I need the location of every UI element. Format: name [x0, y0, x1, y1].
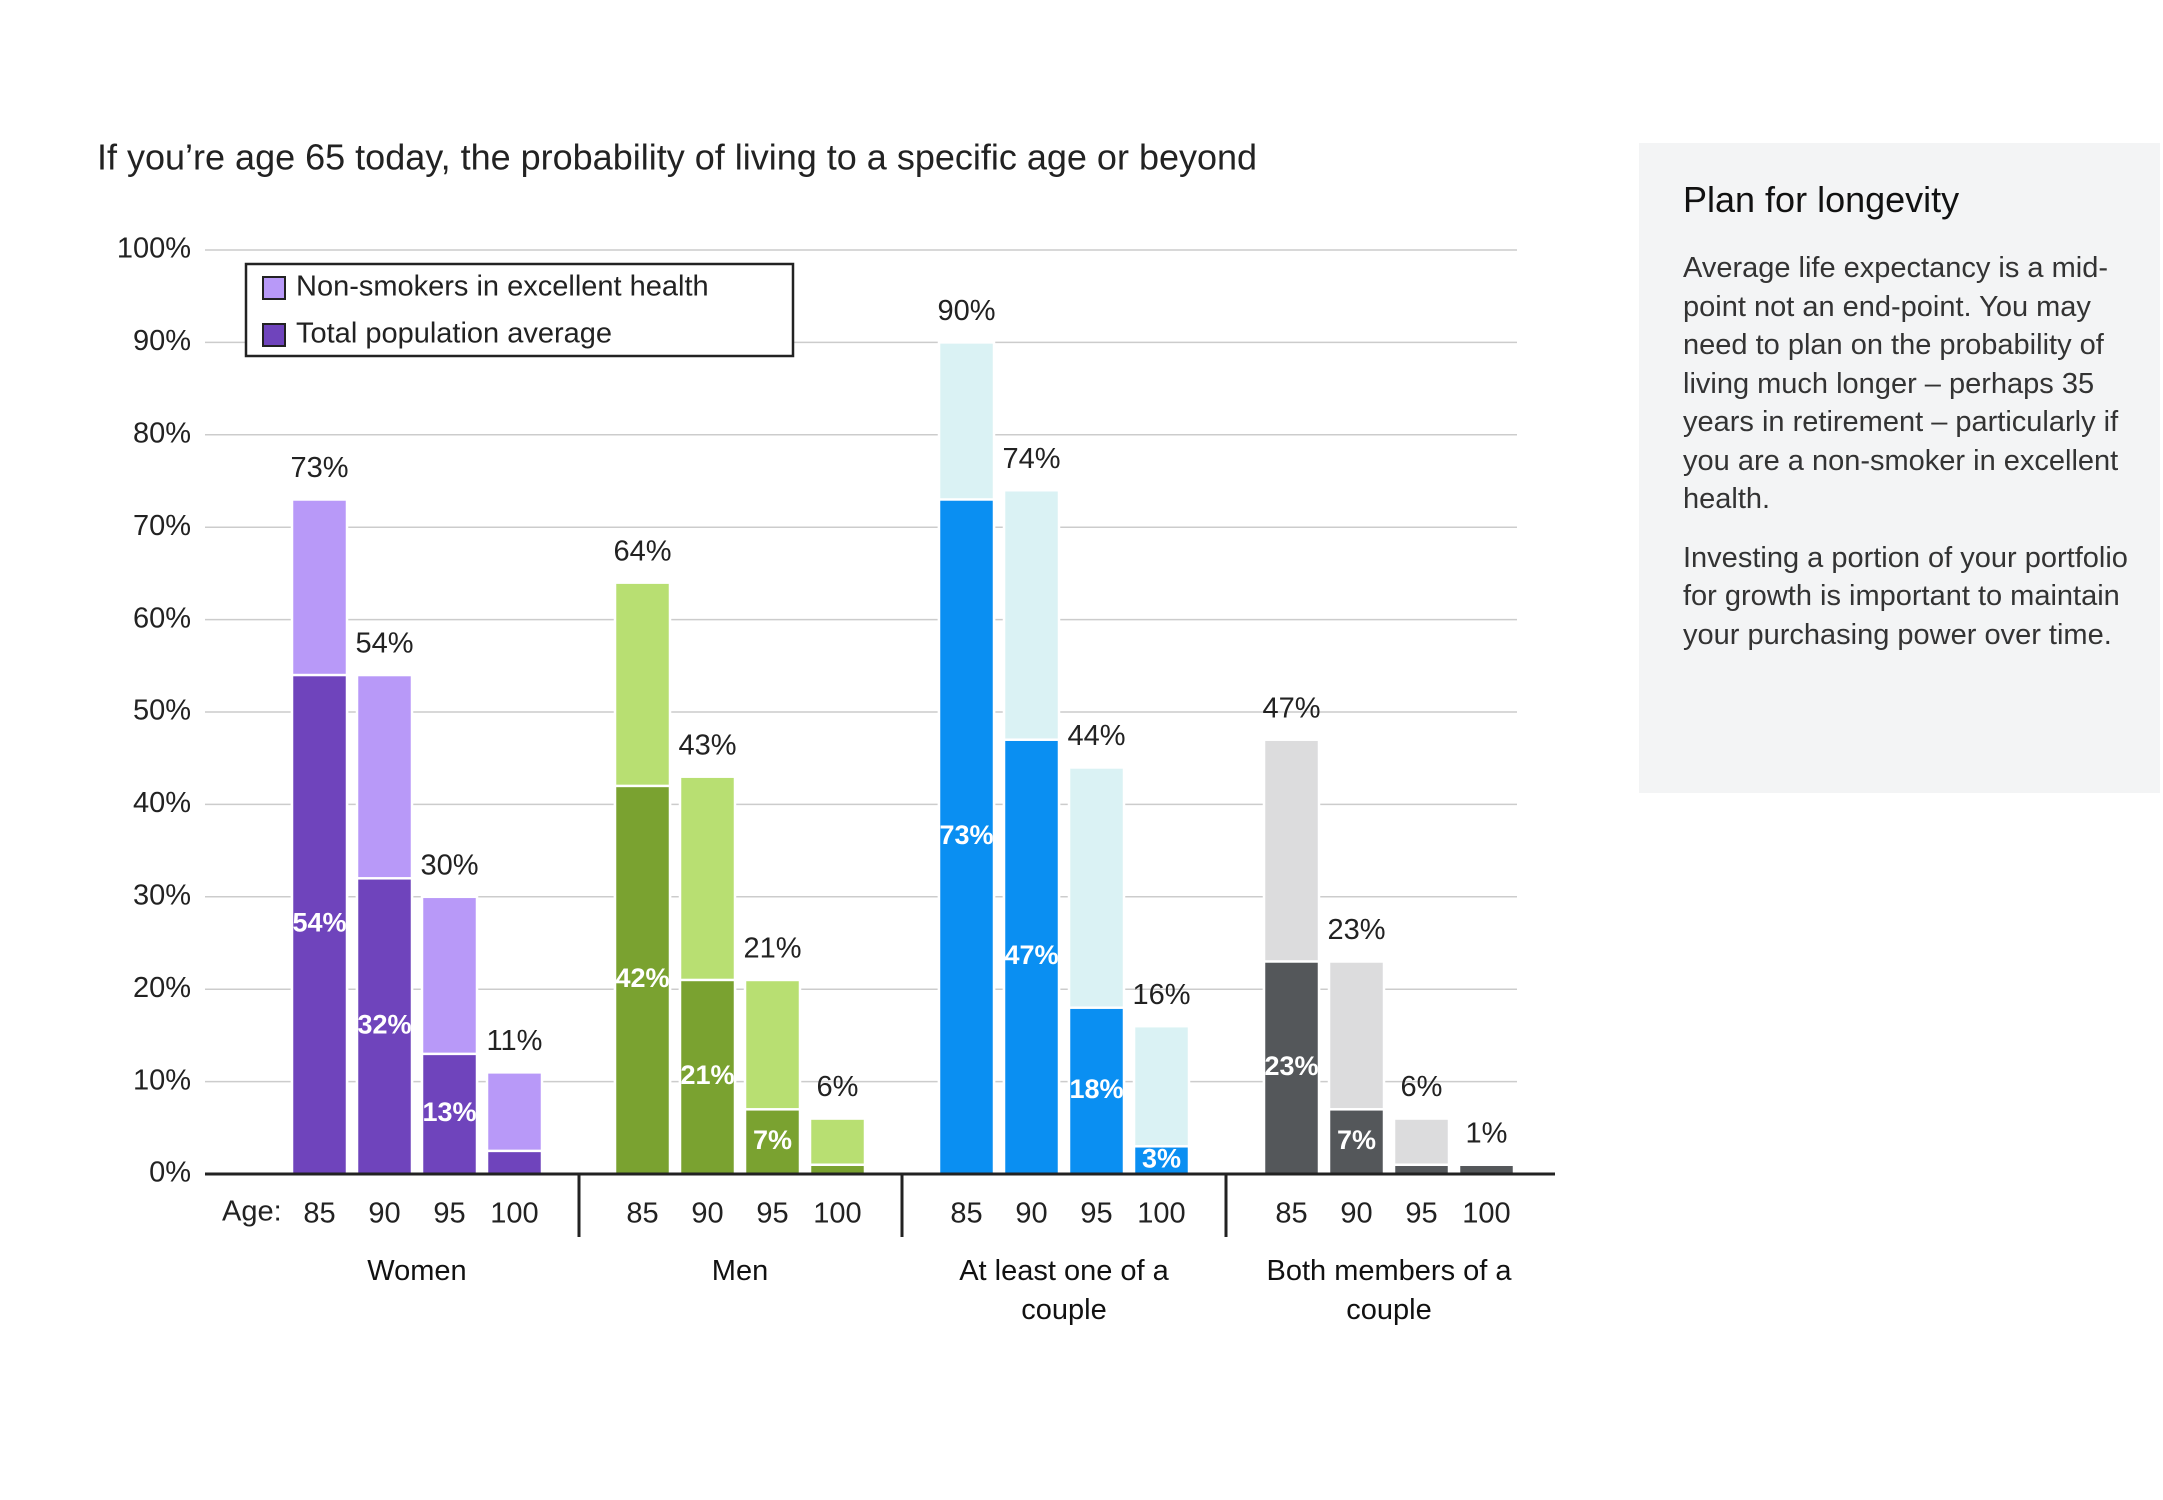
sidebar-paragraph: Investing a portion of your portfolio fo…	[1683, 541, 2128, 651]
x-tick-label: 90	[691, 1198, 723, 1230]
x-tick-label: 95	[756, 1198, 788, 1230]
bar	[1067, 1006, 1126, 1176]
x-tick-label: 100	[490, 1198, 538, 1230]
legend-swatch	[262, 323, 286, 347]
bar	[1002, 738, 1061, 1176]
value-label: 73%	[290, 452, 348, 484]
value-label: 47%	[1262, 692, 1320, 724]
x-tick-label: 90	[368, 1198, 400, 1230]
bar	[485, 1149, 544, 1176]
value-label: 54%	[355, 628, 413, 660]
bar	[1132, 1145, 1191, 1176]
value-label: 21%	[743, 933, 801, 965]
y-tick-label: 10%	[133, 1064, 191, 1096]
y-tick-label: 100%	[117, 233, 191, 265]
x-tick-label: 85	[303, 1198, 335, 1230]
x-tick-label: 85	[950, 1198, 982, 1230]
bar	[743, 1108, 802, 1176]
value-label: 74%	[1002, 443, 1060, 475]
bar	[1262, 960, 1321, 1176]
value-label: 7%	[753, 1125, 792, 1155]
value-label: 13%	[422, 1097, 476, 1127]
x-tick-label: 95	[1405, 1198, 1437, 1230]
bar	[613, 784, 672, 1176]
legend-label: Total population average	[296, 318, 612, 350]
x-tick-label: 85	[1275, 1198, 1307, 1230]
value-label: 54%	[292, 908, 346, 938]
value-label: 32%	[357, 1009, 411, 1039]
x-tick-label: 85	[626, 1198, 658, 1230]
value-label: 11%	[487, 1025, 543, 1057]
sidebar-paragraph: Average life expectancy is a mid-point n…	[1683, 252, 2119, 515]
value-label: 6%	[817, 1071, 859, 1103]
sidebar: Plan for longevity Average life expectan…	[1639, 143, 2160, 793]
y-tick-label: 50%	[133, 695, 191, 727]
bar	[420, 1052, 479, 1176]
value-label: 43%	[678, 729, 736, 761]
value-label: 21%	[680, 1060, 734, 1090]
value-label: 23%	[1327, 914, 1385, 946]
y-tick-label: 20%	[133, 972, 191, 1004]
value-label: 47%	[1004, 940, 1058, 970]
value-label: 18%	[1069, 1074, 1123, 1104]
legend-label: Non-smokers in excellent health	[296, 271, 709, 303]
value-label: 6%	[1401, 1071, 1443, 1103]
value-label: 3%	[1142, 1143, 1181, 1173]
value-label: 44%	[1067, 720, 1125, 752]
value-label: 73%	[939, 820, 993, 850]
group-label: Men	[711, 1255, 769, 1287]
bar	[1327, 1108, 1386, 1176]
value-label: 7%	[1337, 1125, 1376, 1155]
value-label: 64%	[613, 535, 671, 567]
value-label: 23%	[1264, 1051, 1318, 1081]
value-label: 16%	[1132, 979, 1190, 1011]
chart: If you’re age 65 today, the probability …	[97, 137, 1555, 1237]
bar	[290, 673, 349, 1176]
group-label: Both members of a couple	[1266, 1255, 1512, 1326]
legend-swatch	[262, 276, 286, 300]
y-tick-label: 90%	[133, 325, 191, 357]
x-tick-label: 90	[1340, 1198, 1372, 1230]
bar	[355, 877, 414, 1176]
value-label: 90%	[937, 295, 995, 327]
legend-box	[244, 262, 795, 358]
x-tick-label: 100	[1462, 1198, 1510, 1230]
value-label: 30%	[420, 849, 478, 881]
y-tick-label: 70%	[133, 510, 191, 542]
y-tick-label: 60%	[133, 602, 191, 634]
chart-title: If you’re age 65 today, the probability …	[97, 137, 1257, 178]
x-tick-label: 95	[1080, 1198, 1112, 1230]
y-tick-label: 30%	[133, 879, 191, 911]
value-label: 42%	[615, 963, 669, 993]
x-tick-label: 90	[1015, 1198, 1047, 1230]
sidebar-title: Plan for longevity	[1683, 179, 1960, 220]
x-tick-label: 100	[813, 1198, 861, 1230]
y-tick-label: 40%	[133, 787, 191, 819]
y-tick-label: 0%	[149, 1157, 191, 1189]
x-axis-label: Age:	[222, 1196, 282, 1228]
group-label: Women	[367, 1255, 467, 1287]
value-label: 1%	[1466, 1117, 1508, 1149]
y-tick-label: 80%	[133, 417, 191, 449]
x-tick-label: 95	[433, 1198, 465, 1230]
x-tick-label: 100	[1137, 1198, 1185, 1230]
group-label: At least one of a couple	[959, 1255, 1169, 1326]
